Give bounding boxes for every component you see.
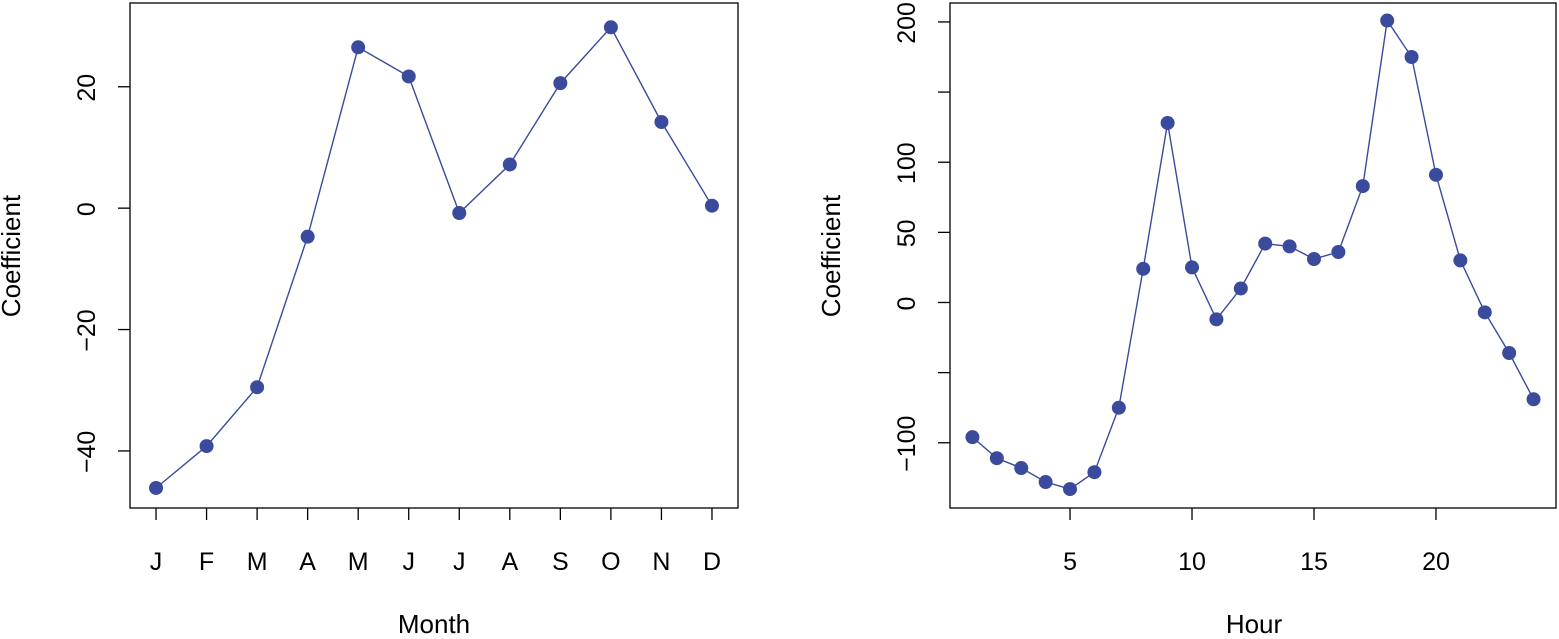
month-data-point: [553, 76, 568, 91]
month-data-point: [300, 229, 315, 244]
hour-data-point: [1404, 50, 1419, 65]
hour-series-line: [971, 18, 1535, 490]
hour-x-tick-label: 15: [1300, 548, 1328, 576]
hour-x-tick-label: 10: [1178, 548, 1206, 576]
hour-y-tick-label: 50: [893, 219, 921, 247]
hour-data-point: [1014, 461, 1029, 476]
month-data-point: [149, 480, 164, 495]
hour-x-tick-label: 5: [1063, 548, 1077, 576]
month-data-point: [603, 20, 618, 35]
hour-y-tick-label: 200: [893, 2, 921, 44]
hour-chart-panel: Hour Coefficient 5 10 15 20 −100 0 50 100 200: [816, 2, 1557, 639]
hour-data-point: [1209, 312, 1224, 327]
month-x-tick-label: M: [348, 548, 369, 576]
month-data-point: [502, 157, 517, 172]
month-y-tick-label: −20: [73, 309, 101, 351]
hour-data-point: [1477, 305, 1492, 320]
month-x-tick-label: O: [601, 548, 620, 576]
month-data-point: [452, 206, 467, 221]
month-data-point: [704, 198, 719, 213]
hour-data-point: [1428, 167, 1443, 182]
month-data-point: [199, 439, 214, 454]
hour-y-tick-label: −100: [893, 416, 921, 472]
month-data-point: [351, 40, 366, 55]
month-x-tick-label: N: [652, 548, 670, 576]
hour-data-point: [1355, 179, 1370, 194]
month-chart-panel: Month Coefficient J F M A M J J A S O N D −40 −20 0 20: [0, 2, 739, 639]
month-data-point: [250, 380, 265, 395]
hour-x-tick-label: 20: [1422, 548, 1450, 576]
hour-data-point: [1111, 400, 1126, 415]
month-y-tick-label: 0: [73, 202, 101, 216]
hour-data-point: [1136, 261, 1151, 276]
hour-y-tick-label: 0: [893, 297, 921, 311]
hour-data-point: [1258, 236, 1273, 251]
hour-data-point: [1282, 239, 1297, 254]
hour-data-point: [965, 430, 980, 445]
month-x-tick-label: J: [453, 548, 466, 576]
month-x-tick-label: A: [299, 548, 316, 576]
hour-chart-x-axis-label: Hour: [1226, 609, 1283, 639]
hour-data-point: [1087, 465, 1102, 480]
month-x-tick-label: J: [150, 548, 163, 576]
hour-chart-plot-frame: [949, 2, 1557, 509]
hour-data-point: [1306, 252, 1321, 267]
month-data-point: [401, 69, 416, 84]
month-x-tick-label: J: [402, 548, 415, 576]
hour-data-point: [1160, 115, 1175, 130]
month-x-tick-label: S: [552, 548, 569, 576]
hour-data-point: [1063, 482, 1078, 497]
month-x-tick-label: A: [501, 548, 518, 576]
month-y-tick-label: 20: [73, 74, 101, 102]
month-chart-plot-frame: [129, 2, 739, 509]
month-chart-x-axis-label: Month: [398, 609, 470, 639]
hour-data-point: [1038, 475, 1053, 490]
hour-data-point: [1453, 253, 1468, 268]
month-data-point: [654, 114, 669, 129]
hour-data-point: [1380, 13, 1395, 28]
month-x-tick-label: D: [703, 548, 721, 576]
month-y-tick-label: −40: [73, 431, 101, 473]
hour-chart-y-axis-label: Coefficient: [816, 194, 846, 317]
hour-data-point: [1185, 260, 1200, 275]
hour-data-point: [989, 451, 1004, 466]
hour-data-point: [1331, 244, 1346, 259]
month-series-line: [155, 26, 713, 489]
month-chart-y-axis-label: Coefficient: [0, 194, 26, 317]
hour-data-point: [1526, 392, 1541, 407]
month-x-tick-label: M: [247, 548, 268, 576]
hour-data-point: [1233, 281, 1248, 296]
month-x-tick-label: F: [199, 548, 214, 576]
hour-data-point: [1502, 345, 1517, 360]
hour-y-tick-label: 100: [893, 142, 921, 184]
